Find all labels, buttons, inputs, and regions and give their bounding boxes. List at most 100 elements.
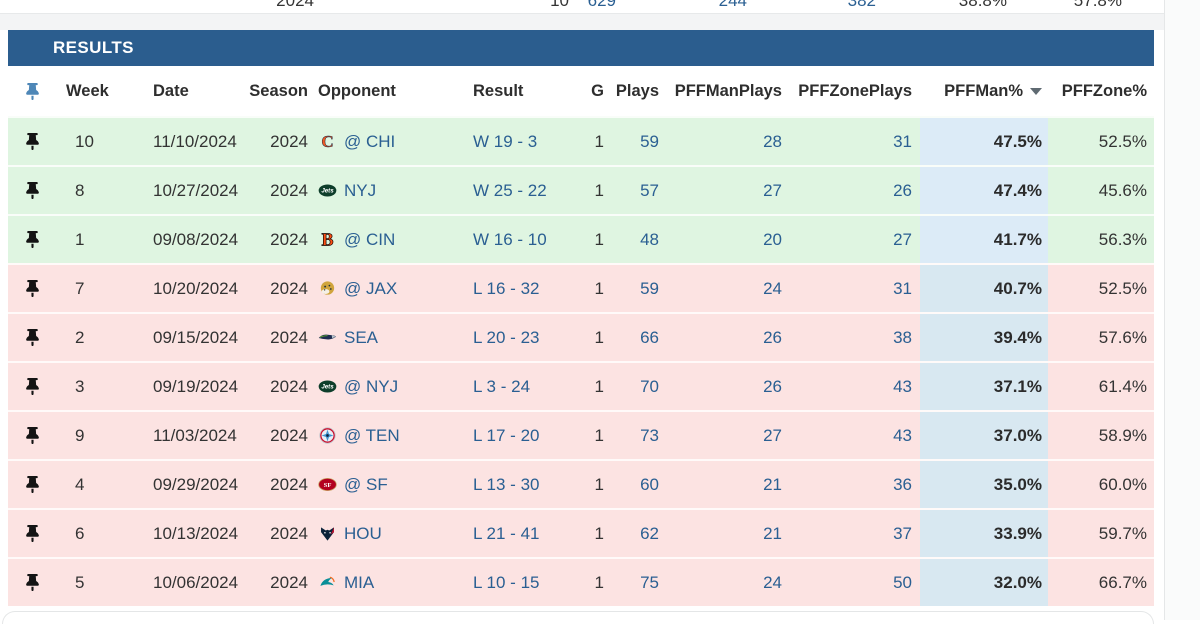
- pin-icon[interactable]: [25, 133, 39, 150]
- zone-cell[interactable]: 27: [893, 229, 912, 249]
- results-title: RESULTS: [53, 38, 134, 57]
- pin-cell[interactable]: [8, 314, 56, 361]
- opponent-link[interactable]: @ TEN: [344, 425, 400, 445]
- zone-cell[interactable]: 31: [893, 278, 912, 298]
- pin-cell[interactable]: [8, 510, 56, 557]
- result-cell[interactable]: L 16 - 32: [473, 278, 540, 298]
- pin-cell[interactable]: [8, 412, 56, 459]
- result-cell[interactable]: W 19 - 3: [473, 131, 538, 151]
- zone-cell[interactable]: 31: [893, 131, 912, 151]
- pin-icon[interactable]: [25, 574, 39, 591]
- opponent-link[interactable]: @ CHI: [344, 131, 396, 151]
- zone-cell[interactable]: 38: [893, 327, 912, 347]
- column-header-manpct[interactable]: PFFMan%: [920, 66, 1048, 116]
- pin-icon[interactable]: [25, 329, 39, 346]
- opponent-cell[interactable]: SF @ SF: [312, 461, 465, 508]
- totals-man-plays[interactable]: 244: [718, 0, 747, 10]
- opponent-cell[interactable]: C @ CHI: [312, 118, 465, 165]
- opponent-link[interactable]: SEA: [344, 327, 379, 347]
- man-cell[interactable]: 24: [763, 278, 782, 298]
- pin-cell[interactable]: [8, 265, 56, 312]
- plays-cell[interactable]: 66: [640, 327, 659, 347]
- svg-text:C: C: [321, 132, 333, 151]
- plays-cell[interactable]: 48: [640, 229, 659, 249]
- column-header-date[interactable]: Date: [145, 66, 245, 116]
- opponent-cell[interactable]: @ JAX: [312, 265, 465, 312]
- plays-cell[interactable]: 75: [640, 572, 659, 592]
- column-header-zone[interactable]: PFFZonePlays: [790, 66, 920, 116]
- result-cell[interactable]: L 21 - 41: [473, 523, 540, 543]
- column-header-label: G: [591, 81, 604, 100]
- pin-cell[interactable]: [8, 559, 56, 606]
- opponent-link[interactable]: HOU: [344, 523, 382, 543]
- plays-cell[interactable]: 70: [640, 376, 659, 396]
- opponent-link[interactable]: @ JAX: [344, 278, 398, 298]
- opponent-cell[interactable]: Jets NYJ: [312, 167, 465, 214]
- opponent-link[interactable]: @ SF: [344, 474, 388, 494]
- opponent-link[interactable]: NYJ: [344, 180, 377, 200]
- zone-cell[interactable]: 37: [893, 523, 912, 543]
- zone-cell[interactable]: 36: [893, 474, 912, 494]
- column-header-pin[interactable]: [8, 66, 56, 116]
- plays-cell[interactable]: 59: [640, 278, 659, 298]
- totals-zone-plays[interactable]: 382: [847, 0, 876, 10]
- plays-cell[interactable]: 73: [640, 425, 659, 445]
- plays-cell[interactable]: 57: [640, 180, 659, 200]
- man-cell[interactable]: 20: [763, 229, 782, 249]
- result-cell[interactable]: L 10 - 15: [473, 572, 540, 592]
- result-cell[interactable]: L 13 - 30: [473, 474, 540, 494]
- result-cell[interactable]: W 25 - 22: [473, 180, 547, 200]
- result-cell[interactable]: W 16 - 10: [473, 229, 547, 249]
- man-cell[interactable]: 27: [763, 425, 782, 445]
- opponent-link[interactable]: MIA: [344, 572, 375, 592]
- man-cell[interactable]: 26: [763, 376, 782, 396]
- opponent-cell[interactable]: B @ CIN: [312, 216, 465, 263]
- opponent-cell[interactable]: @ TEN: [312, 412, 465, 459]
- pin-cell[interactable]: [8, 118, 56, 165]
- g-cell: 1: [594, 131, 604, 151]
- opponent-link[interactable]: @ NYJ: [344, 376, 399, 396]
- zone-cell[interactable]: 43: [893, 425, 912, 445]
- column-header-season[interactable]: Season: [245, 66, 312, 116]
- pin-cell[interactable]: [8, 167, 56, 214]
- column-header-week[interactable]: Week: [56, 66, 145, 116]
- pin-icon[interactable]: [25, 182, 39, 199]
- result-cell[interactable]: L 20 - 23: [473, 327, 540, 347]
- plays-cell[interactable]: 59: [640, 131, 659, 151]
- man-cell[interactable]: 28: [763, 131, 782, 151]
- opponent-cell[interactable]: SEA: [312, 314, 465, 361]
- column-header-g[interactable]: G: [580, 66, 612, 116]
- pin-cell[interactable]: [8, 216, 56, 263]
- man-cell[interactable]: 21: [763, 474, 782, 494]
- man-cell[interactable]: 24: [763, 572, 782, 592]
- result-cell[interactable]: L 3 - 24: [473, 376, 531, 396]
- pin-icon[interactable]: [25, 525, 39, 542]
- column-header-plays[interactable]: Plays: [612, 66, 665, 116]
- pin-icon[interactable]: [25, 82, 39, 100]
- man-cell[interactable]: 21: [763, 523, 782, 543]
- zone-cell[interactable]: 43: [893, 376, 912, 396]
- man-cell[interactable]: 27: [763, 180, 782, 200]
- opponent-cell[interactable]: HOU: [312, 510, 465, 557]
- pin-cell[interactable]: [8, 461, 56, 508]
- opponent-cell[interactable]: Jets @ NYJ: [312, 363, 465, 410]
- man-cell[interactable]: 26: [763, 327, 782, 347]
- pin-icon[interactable]: [25, 378, 39, 395]
- pin-icon[interactable]: [25, 476, 39, 493]
- pin-icon[interactable]: [25, 280, 39, 297]
- pin-icon[interactable]: [25, 427, 39, 444]
- zone-cell[interactable]: 26: [893, 180, 912, 200]
- opponent-link[interactable]: @ CIN: [344, 229, 396, 249]
- opponent-cell[interactable]: MIA: [312, 559, 465, 606]
- plays-cell[interactable]: 60: [640, 474, 659, 494]
- pin-icon[interactable]: [25, 231, 39, 248]
- result-cell[interactable]: L 17 - 20: [473, 425, 540, 445]
- plays-cell[interactable]: 62: [640, 523, 659, 543]
- column-header-man[interactable]: PFFManPlays: [665, 66, 790, 116]
- column-header-result[interactable]: Result: [465, 66, 580, 116]
- totals-plays[interactable]: 629: [587, 0, 616, 10]
- zone-cell[interactable]: 50: [893, 572, 912, 592]
- pin-cell[interactable]: [8, 363, 56, 410]
- column-header-zonepct[interactable]: PFFZone%: [1048, 66, 1154, 116]
- column-header-opp[interactable]: Opponent: [312, 66, 465, 116]
